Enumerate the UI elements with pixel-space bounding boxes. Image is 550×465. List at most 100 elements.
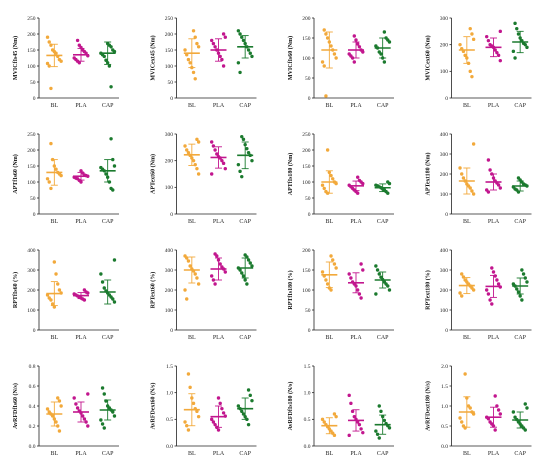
- category-label: PLA: [213, 219, 225, 225]
- y-tick-label: 200: [302, 248, 311, 254]
- data-point: [196, 282, 201, 286]
- data-point: [357, 422, 362, 427]
- data-point: [382, 60, 387, 64]
- y-tick-label: 150: [302, 268, 311, 274]
- data-point: [193, 35, 197, 39]
- data-point: [57, 288, 62, 292]
- data-point: [186, 428, 191, 432]
- data-point: [188, 264, 192, 268]
- y-tick-label: 100: [440, 192, 449, 198]
- data-point: [520, 268, 524, 272]
- y-tick-label: 200: [27, 148, 36, 154]
- y-tick-label: 0.5: [304, 417, 311, 423]
- y-tick-label: 300: [440, 268, 449, 274]
- data-point: [521, 272, 526, 276]
- data-point: [352, 34, 356, 38]
- y-tick-label: 1.0: [441, 404, 448, 410]
- data-point: [111, 157, 115, 162]
- panel-2: 0 50 100 150 200 250 MVICext45 (Nm) BL PLA CAP: [150, 16, 257, 109]
- y-tick-label: 300: [165, 268, 174, 274]
- data-point: [523, 42, 527, 47]
- y-tick-label: 400: [165, 248, 174, 254]
- data-point: [513, 56, 517, 60]
- data-point: [511, 49, 516, 54]
- data-point: [325, 282, 330, 286]
- y-axis-label: AvRFDfIs60 (N/s): [12, 383, 19, 429]
- data-point: [188, 385, 192, 390]
- data-point: [213, 422, 217, 427]
- data-point: [195, 137, 199, 142]
- data-point: [236, 404, 241, 408]
- data-point: [49, 86, 53, 91]
- data-point: [221, 161, 226, 166]
- data-point: [102, 426, 106, 430]
- y-tick-label: 200: [440, 288, 449, 294]
- y-tick-label: 0: [170, 212, 173, 218]
- y-tick-label: 0: [308, 212, 311, 218]
- y-axis-label: APText60 (Nm): [150, 154, 157, 194]
- data-point: [238, 32, 242, 36]
- data-point: [100, 422, 105, 426]
- data-point: [47, 64, 51, 68]
- y-tick-label: 100: [302, 288, 311, 294]
- data-point: [210, 417, 214, 422]
- data-point: [221, 32, 226, 36]
- data-point: [471, 192, 476, 196]
- data-point: [498, 412, 502, 416]
- category-label: CAP: [102, 103, 114, 109]
- data-point: [329, 44, 333, 48]
- category-label: CAP: [239, 219, 251, 225]
- data-point: [210, 38, 214, 43]
- data-point: [195, 166, 199, 171]
- y-axis-label: AvRFDext60 (N/s): [150, 383, 157, 430]
- data-point: [334, 414, 338, 419]
- y-axis-label: MVICext45 (Nm): [150, 35, 157, 80]
- data-point: [210, 172, 214, 176]
- data-point: [320, 183, 325, 187]
- data-point: [334, 266, 338, 270]
- data-point: [490, 266, 494, 270]
- data-point: [352, 414, 356, 419]
- y-tick-label: 50: [30, 196, 36, 202]
- data-point: [185, 424, 189, 428]
- data-point: [186, 57, 191, 62]
- y-tick-label: 0.5: [441, 424, 448, 430]
- data-point: [45, 61, 50, 66]
- data-point: [458, 42, 462, 47]
- category-label: PLA: [350, 103, 362, 109]
- data-point: [375, 432, 380, 436]
- data-point: [518, 294, 522, 298]
- category-label: PLA: [488, 451, 500, 457]
- y-axis-label: MVICext60 (Nm): [425, 35, 432, 80]
- data-point: [196, 172, 201, 176]
- data-point: [498, 58, 502, 63]
- data-point: [468, 406, 472, 410]
- data-point: [193, 272, 197, 276]
- data-point: [470, 74, 474, 79]
- data-point: [347, 393, 351, 398]
- data-point: [47, 180, 51, 184]
- category-label: CAP: [239, 335, 251, 341]
- data-point: [470, 32, 474, 36]
- data-point: [54, 167, 58, 171]
- data-point: [223, 166, 227, 171]
- y-tick-label: 0: [170, 328, 173, 334]
- data-point: [243, 278, 247, 282]
- data-point: [185, 297, 189, 301]
- category-label: BL: [188, 103, 196, 109]
- y-tick-label: 250: [27, 132, 36, 138]
- data-point: [86, 291, 90, 295]
- y-axis-label: RPTfIs180 (%): [287, 270, 294, 309]
- y-tick-label: 0.0: [304, 444, 311, 450]
- data-point: [188, 61, 192, 65]
- data-point: [374, 292, 378, 296]
- panel-11: 0 50 100 150 200 RPTfIs180 (%) BL PLA CAP: [287, 248, 394, 341]
- y-tick-label: 0.6: [29, 384, 36, 390]
- y-tick-label: 1.5: [441, 384, 448, 390]
- data-point: [347, 272, 351, 276]
- data-point: [75, 38, 80, 43]
- data-point: [241, 38, 246, 43]
- data-point: [460, 420, 464, 424]
- data-point: [496, 183, 501, 187]
- data-point: [59, 173, 63, 178]
